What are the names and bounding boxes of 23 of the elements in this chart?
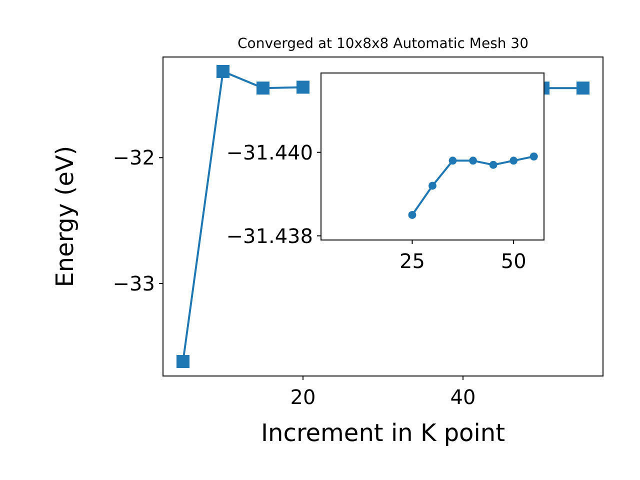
point [489,160,498,169]
x-axis-title: Increment in K point [260,419,506,447]
y-axis-title: Energy (eV) [51,146,79,288]
y-tick-label: −32 [112,146,155,170]
point [448,156,457,165]
point [296,80,310,94]
point [428,182,436,190]
x-tick-label: 50 [500,249,526,273]
point [530,152,538,160]
x-tick-label: 25 [400,249,425,273]
point [576,82,590,95]
point [176,355,190,368]
point [216,64,230,78]
x-tick-label: 40 [450,385,476,409]
point [408,210,416,219]
y-tick-label: −31.438 [226,224,313,248]
chart-title: Converged at 10x8x8 Automatic Mesh 30 [238,36,528,52]
point [256,82,270,95]
point [469,156,478,165]
point [510,156,518,165]
y-tick-label: −31.440 [226,140,313,164]
x-tick-label: 20 [290,385,316,409]
y-tick-label: −33 [112,272,155,296]
